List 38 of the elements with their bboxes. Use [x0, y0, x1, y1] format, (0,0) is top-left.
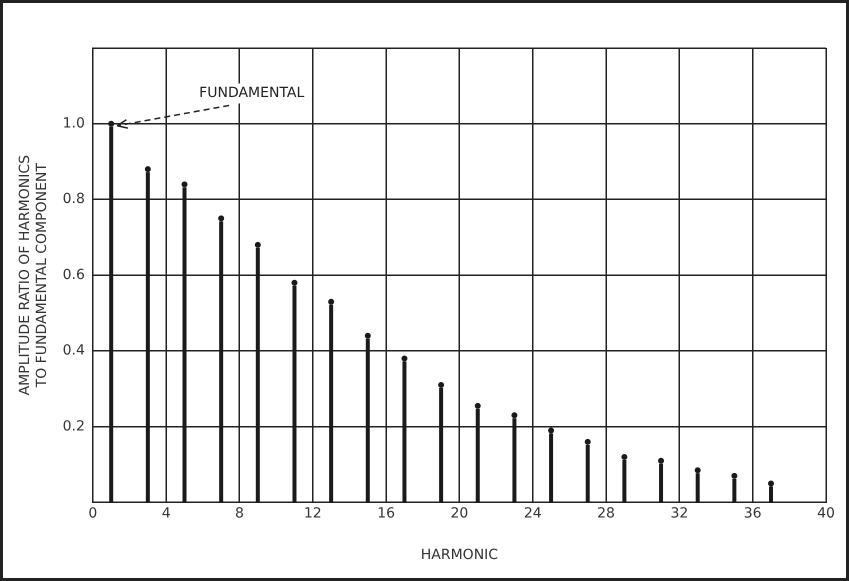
point: [621, 454, 628, 460]
point: [731, 472, 738, 479]
point: [548, 427, 554, 434]
point: [328, 298, 334, 305]
y-tick-label: 0.8: [62, 191, 85, 208]
x-tick-label: 4: [162, 505, 171, 522]
x-tick-label: 8: [235, 505, 244, 522]
point: [768, 480, 774, 486]
point: [584, 438, 591, 445]
x-tick-label: 32: [670, 505, 688, 522]
y-axis-title: AMPLITUDE RATIO OF HARMONICS TO FUNDAMENTAL COMPONENT: [17, 154, 50, 396]
x-tick-label: 40: [817, 505, 835, 522]
y-tick-label: 1.0: [62, 115, 85, 132]
point: [511, 412, 518, 418]
y-tick-label: 0.6: [62, 266, 85, 283]
point: [144, 166, 151, 172]
x-tick-label: 16: [377, 505, 396, 522]
point: [108, 120, 114, 127]
point: [401, 356, 408, 362]
point: [291, 280, 298, 286]
x-tick-label: 28: [597, 505, 615, 522]
y-tick-label: 0.2: [62, 418, 85, 434]
x-tick-label: 12: [304, 505, 322, 522]
x-tick-label: 24: [524, 505, 542, 522]
point: [218, 215, 224, 222]
annotation: FUNDAMENTAL: [199, 85, 304, 102]
x-tick-label: 20: [450, 505, 468, 522]
point: [254, 242, 261, 248]
y-tick-label: 0.4: [62, 342, 85, 359]
point: [364, 332, 371, 339]
x-axis-title: HARMONIC: [420, 547, 498, 564]
x-tick-label: 36: [744, 505, 762, 522]
point: [438, 382, 444, 388]
point: [182, 181, 188, 188]
point: [474, 402, 481, 409]
point: [694, 467, 701, 474]
point: [658, 458, 664, 464]
x-tick-label: 0: [88, 505, 98, 522]
